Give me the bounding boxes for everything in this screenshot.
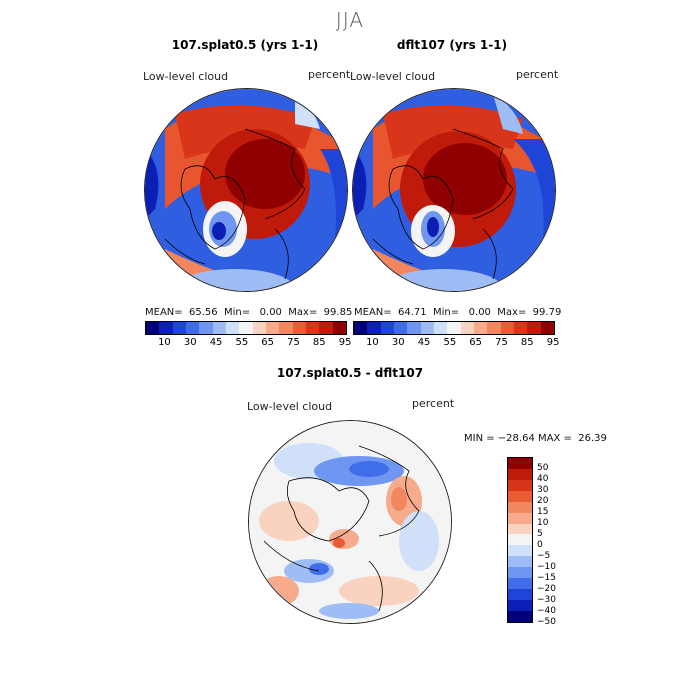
- colorbar-tick-label: 85: [520, 337, 534, 348]
- colorbar-tick-label: 40: [537, 474, 549, 485]
- colorbar-swatch: [508, 610, 532, 622]
- panel3-colorbar: [507, 457, 533, 623]
- panel1-field-label: Low-level cloud: [143, 70, 229, 83]
- colorbar-tick-label: 30: [537, 485, 549, 496]
- colorbar-swatch: [487, 322, 501, 334]
- colorbar-tick-label: 50: [537, 463, 549, 474]
- colorbar-tick-label: 65: [261, 337, 275, 348]
- colorbar-tick-label: 55: [235, 337, 249, 348]
- colorbar-tick-label: 95: [546, 337, 560, 348]
- colorbar-swatch: [420, 322, 434, 334]
- panel3-stats: MIN = −28.64 MAX = 26.39: [464, 433, 607, 444]
- panel2-units-label: percent: [516, 68, 559, 81]
- colorbar-swatch: [212, 322, 226, 334]
- colorbar-swatch: [172, 322, 186, 334]
- colorbar-tick-label: 95: [338, 337, 352, 348]
- colorbar-swatch: [146, 322, 160, 334]
- colorbar-tick-label: 15: [537, 507, 549, 518]
- season-title: JJA: [335, 8, 365, 32]
- colorbar-swatch: [252, 322, 266, 334]
- colorbar-swatch: [447, 322, 461, 334]
- colorbar-swatch: [407, 322, 421, 334]
- colorbar-tick-label: 5: [537, 529, 543, 540]
- colorbar-swatch: [319, 322, 333, 334]
- colorbar-tick-label: 65: [469, 337, 483, 348]
- panel2-polar-map: [352, 88, 556, 292]
- colorbar-tick-label: −15: [537, 572, 556, 583]
- colorbar-swatch: [473, 322, 488, 334]
- colorbar-tick-label: 10: [366, 337, 379, 348]
- colorbar-tick-label: 10: [158, 337, 171, 348]
- panel1-units-label: percent: [308, 68, 351, 81]
- panel3-title: 107.splat0.5 - dflt107: [276, 366, 424, 380]
- colorbar-swatch: [185, 322, 200, 334]
- colorbar-tick-label: −40: [537, 605, 556, 616]
- colorbar-swatch: [225, 322, 240, 334]
- colorbar-tick-label: 75: [287, 337, 300, 348]
- colorbar-swatch: [305, 322, 320, 334]
- colorbar-swatch: [508, 523, 532, 535]
- colorbar-swatch: [393, 322, 408, 334]
- colorbar-swatch: [508, 556, 532, 568]
- panel3-units-label: percent: [412, 397, 455, 410]
- colorbar-swatch: [239, 322, 253, 334]
- panel1-stats: MEAN= 65.56 Min= 0.00 Max= 99.85: [145, 307, 353, 318]
- colorbar-swatch: [508, 512, 532, 524]
- colorbar-swatch: [508, 545, 532, 557]
- colorbar-swatch: [540, 322, 554, 334]
- colorbar-tick-label: 55: [443, 337, 457, 348]
- panel2-stats: MEAN= 64.71 Min= 0.00 Max= 99.79: [354, 307, 562, 318]
- colorbar-tick-label: 20: [537, 496, 549, 507]
- panel1-title: 107.splat0.5 (yrs 1-1): [171, 38, 319, 52]
- colorbar-swatch: [367, 322, 381, 334]
- colorbar-swatch: [508, 490, 532, 502]
- colorbar-tick-label: 30: [391, 337, 405, 348]
- colorbar-swatch: [513, 322, 528, 334]
- panel3-polar-map: [248, 420, 452, 624]
- panel1-colorbar: [145, 321, 347, 335]
- panel1-polar-map: [144, 88, 348, 292]
- colorbar-swatch: [508, 458, 532, 469]
- colorbar-tick-label: 85: [312, 337, 326, 348]
- colorbar-swatch: [380, 322, 394, 334]
- colorbar-tick-label: 45: [417, 337, 431, 348]
- colorbar-swatch: [508, 468, 532, 480]
- colorbar-tick-label: 30: [183, 337, 197, 348]
- colorbar-tick-label: −5: [537, 550, 551, 561]
- colorbar-swatch: [508, 578, 532, 590]
- colorbar-swatch: [332, 322, 346, 334]
- panel2-title: dflt107 (yrs 1-1): [396, 38, 508, 52]
- colorbar-swatch: [527, 322, 541, 334]
- colorbar-tick-label: 75: [495, 337, 508, 348]
- colorbar-swatch: [279, 322, 293, 334]
- colorbar-tick-label: −50: [537, 616, 556, 627]
- colorbar-swatch: [292, 322, 306, 334]
- colorbar-tick-label: −20: [537, 583, 556, 594]
- colorbar-swatch: [265, 322, 280, 334]
- colorbar-tick-label: −30: [537, 594, 556, 605]
- panel2-colorbar: [353, 321, 555, 335]
- colorbar-swatch: [508, 567, 532, 579]
- colorbar-swatch: [508, 534, 532, 546]
- colorbar-swatch: [508, 599, 532, 611]
- colorbar-swatch: [433, 322, 448, 334]
- colorbar-tick-label: 45: [209, 337, 223, 348]
- colorbar-swatch: [354, 322, 368, 334]
- panel3-field-label: Low-level cloud: [247, 400, 333, 413]
- colorbar-tick-label: 0: [537, 540, 543, 550]
- colorbar-tick-label: −10: [537, 561, 556, 572]
- colorbar-tick-label: 10: [537, 518, 549, 529]
- colorbar-swatch: [199, 322, 213, 334]
- colorbar-swatch: [508, 479, 532, 491]
- colorbar-swatch: [500, 322, 514, 334]
- panel2-field-label: Low-level cloud: [350, 70, 436, 83]
- colorbar-swatch: [508, 501, 532, 513]
- colorbar-swatch: [508, 589, 532, 600]
- colorbar-swatch: [159, 322, 173, 334]
- colorbar-swatch: [460, 322, 474, 334]
